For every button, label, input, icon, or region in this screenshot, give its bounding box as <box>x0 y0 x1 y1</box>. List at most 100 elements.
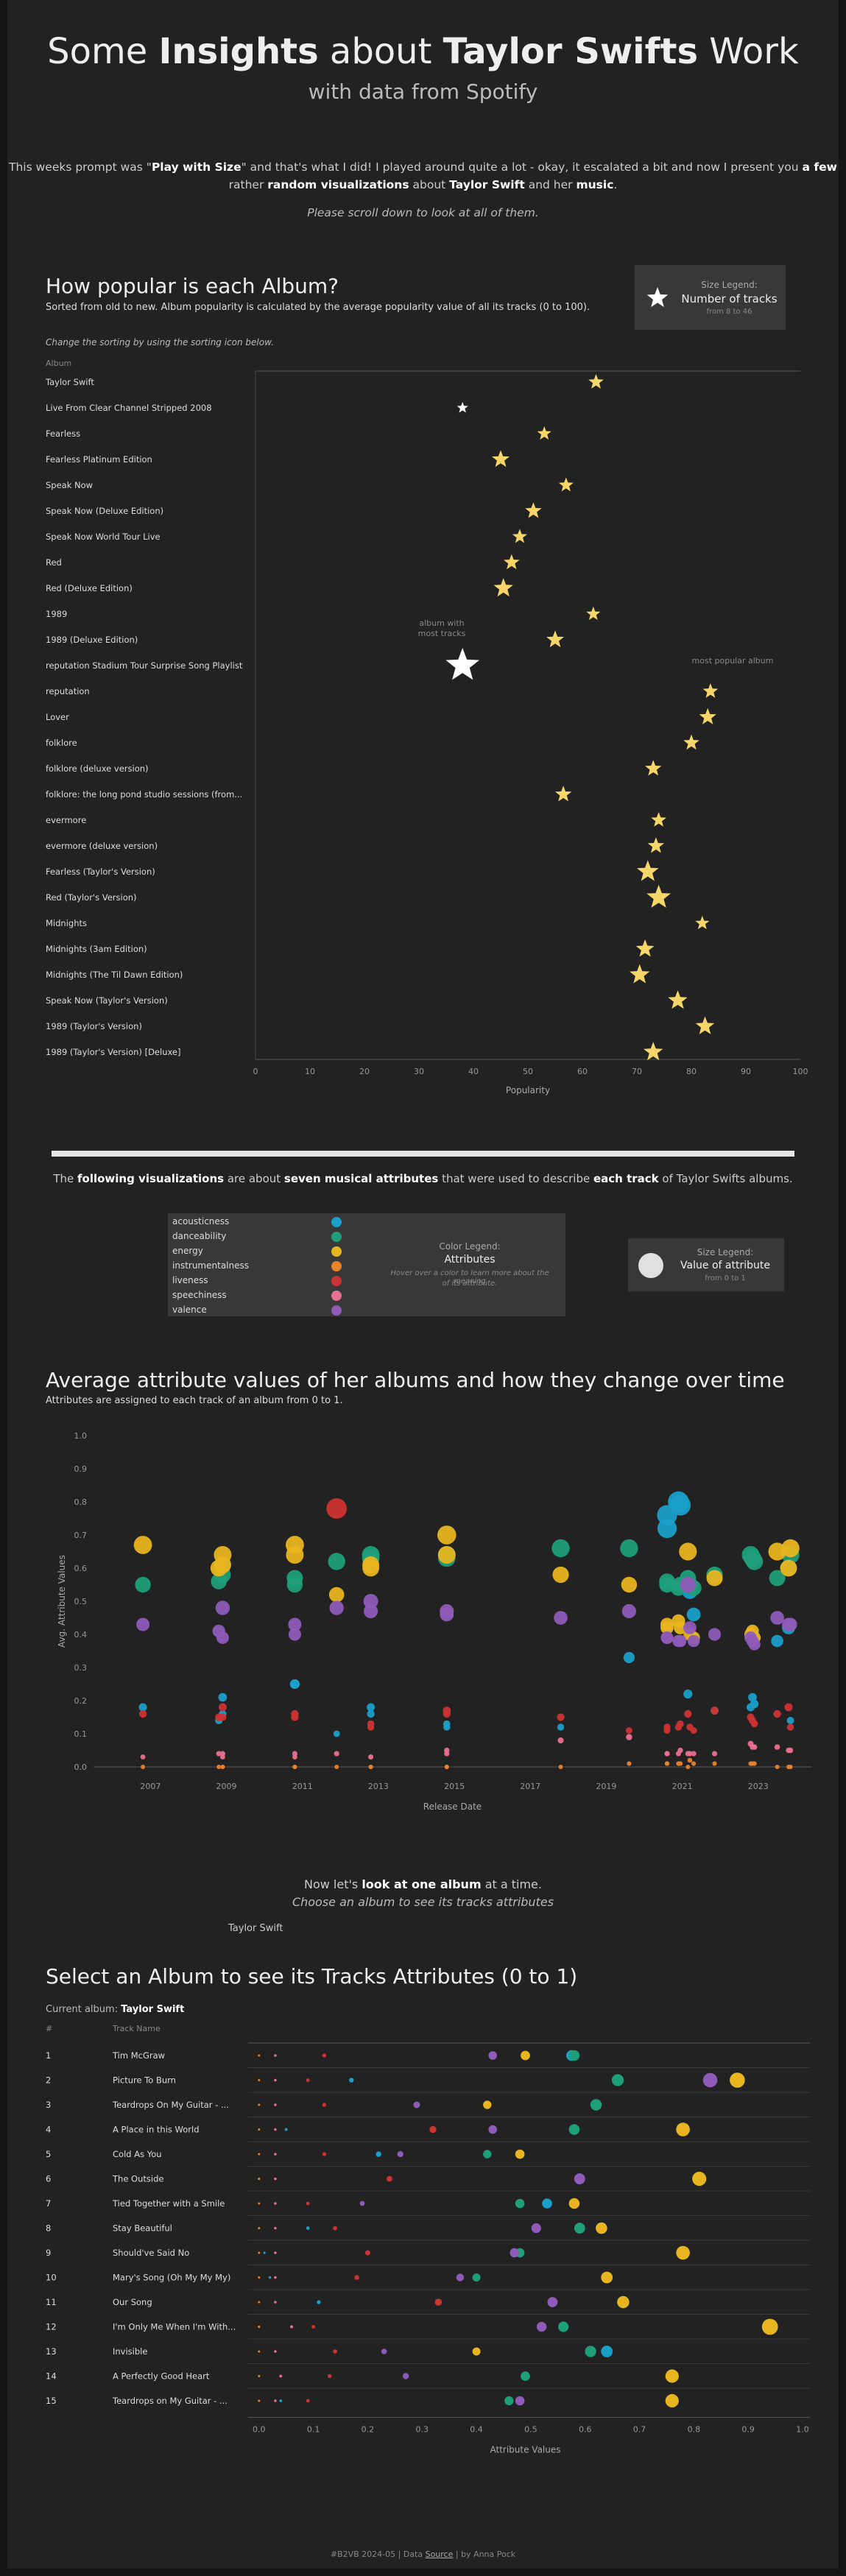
track-9-energy <box>676 2245 690 2260</box>
legend-dot-acousticness[interactable] <box>331 1217 342 1227</box>
y-tick-0.4: 0.4 <box>74 1630 88 1640</box>
legend-item-danceability[interactable]: danceability <box>172 1231 227 1241</box>
point-valence-5 <box>288 1628 301 1641</box>
y-tick-1.0: 1.0 <box>74 1431 88 1441</box>
section-divider <box>52 1151 794 1157</box>
track-3-energy <box>483 2100 492 2109</box>
track-number-8: 8 <box>46 2223 51 2234</box>
point-valence-10 <box>440 1603 454 1619</box>
x-tick-1.0: 1.0 <box>796 2425 809 2435</box>
point-instrumentalness-19 <box>691 1761 697 1766</box>
point-energy-8 <box>362 1559 379 1577</box>
attributes-intro: The following visualizations are about s… <box>53 1172 793 1185</box>
point-liveness-12 <box>625 1727 632 1734</box>
legend-item-valence[interactable]: valence <box>172 1305 207 1315</box>
x-tick-2009: 2009 <box>216 1782 237 1791</box>
legend-item-liveness[interactable]: liveness <box>172 1275 208 1285</box>
track-name-10: Mary's Song (Oh My My My) <box>113 2273 230 2283</box>
track-8-instrumentalness <box>258 2227 261 2229</box>
color-legend-hint-1: Hover over a color to learn more about t… <box>390 1269 549 1285</box>
album-star-lover <box>699 707 716 724</box>
legend-item-instrumentalness[interactable]: instrumentalness <box>172 1260 249 1271</box>
track-13-acousticness <box>601 2346 613 2357</box>
legend-item-acousticness[interactable]: acousticness <box>172 1216 230 1227</box>
track-1-energy <box>521 2050 530 2061</box>
scroll-hint: Please scroll down to look at all of the… <box>307 206 539 219</box>
track-13-liveness <box>333 2349 337 2354</box>
track-15-acousticness <box>279 2399 283 2402</box>
track-4-acousticness <box>284 2128 288 2131</box>
x-tick-20: 20 <box>359 1067 370 1076</box>
point-liveness-11 <box>557 1713 565 1721</box>
track-2-instrumentalness <box>258 2079 261 2081</box>
x-tick-2015: 2015 <box>444 1782 465 1791</box>
track-5-energy <box>515 2149 525 2159</box>
point-energy-12 <box>621 1576 638 1593</box>
album-label-speak-now: Speak Now <box>46 480 93 490</box>
attributes-over-time-chart: 0.0 0.1 0.2 0.3 0.4 0.5 0.6 0.7 0.8 0.9 1.0 2007 200… <box>57 1431 811 1812</box>
album-selector[interactable]: Taylor Swift <box>228 1923 283 1934</box>
point-liveness-25 <box>784 1703 793 1712</box>
x-tick-2021: 2021 <box>672 1782 693 1791</box>
x-tick-0.8: 0.8 <box>688 2425 701 2435</box>
legend-dot-energy[interactable] <box>331 1246 342 1257</box>
track-10-acousticness <box>268 2276 272 2279</box>
point-energy-20 <box>706 1570 723 1587</box>
legend-dot-valence[interactable] <box>331 1305 342 1316</box>
point-energy-10 <box>437 1546 456 1564</box>
color-legend-main: Attributes <box>444 1254 496 1266</box>
track-3-instrumentalness <box>258 2103 261 2106</box>
point-danceability-24 <box>769 1570 786 1587</box>
album-label-fearless-platinum-edition: Fearless Platinum Edition <box>46 454 152 465</box>
point-speechiness-12 <box>626 1734 632 1740</box>
track-7-speechiness <box>274 2202 277 2205</box>
album-label-midnights-the-til-dawn-edition: Midnights (The Til Dawn Edition) <box>46 970 183 980</box>
legend-dot-danceability[interactable] <box>331 1232 342 1242</box>
album-label-reputation: reputation <box>46 686 90 696</box>
track-name-5: Cold As You <box>113 2149 162 2159</box>
x-tick-0.6: 0.6 <box>579 2425 592 2435</box>
legend-item-energy[interactable]: energy <box>172 1246 203 1256</box>
y-tick-0.3: 0.3 <box>74 1663 88 1673</box>
legend-item-speechiness[interactable]: speechiness <box>172 1290 227 1300</box>
point-speechiness-11 <box>557 1737 564 1744</box>
current-album-value: Taylor Swift <box>121 2004 185 2015</box>
album-star-red-taylor-s-version <box>646 884 671 908</box>
album-label-1989: 1989 <box>46 609 67 619</box>
source-link[interactable]: Source <box>425 2549 454 2559</box>
album-star-1989-deluxe-edition <box>546 630 565 648</box>
x-tick-2017: 2017 <box>520 1782 540 1791</box>
point-energy-5 <box>286 1546 304 1564</box>
track-13-valence <box>381 2349 387 2354</box>
y-tick-0.6: 0.6 <box>74 1564 88 1573</box>
track-5-danceability <box>483 2150 492 2159</box>
track-12-speechiness <box>290 2325 294 2329</box>
point-acousticness-7 <box>367 1709 375 1718</box>
point-liveness-19 <box>690 1727 697 1734</box>
track-8-acousticness <box>306 2226 310 2230</box>
point-energy-11 <box>552 1566 569 1584</box>
point-danceability-6 <box>328 1553 345 1570</box>
legend-dot-liveness[interactable] <box>331 1276 342 1286</box>
x-tick-30: 30 <box>414 1067 424 1076</box>
current-album-label: Current album: Taylor Swift <box>46 2004 185 2015</box>
track-6-valence <box>574 2173 585 2184</box>
track-name-12: I'm Only Me When I'm With... <box>113 2322 236 2332</box>
size-legend-title: Size Legend: <box>701 280 758 290</box>
album-label-1989-deluxe-edition: 1989 (Deluxe Edition) <box>46 635 138 645</box>
legend-dot-speechiness[interactable] <box>331 1291 342 1301</box>
point-liveness-3 <box>215 1713 223 1721</box>
point-instrumentalness-8 <box>368 1765 373 1769</box>
album-star-reputation-stadium-tour-surprise-song-pl <box>445 648 480 680</box>
point-instrumentalness-23 <box>752 1761 757 1766</box>
point-danceability-12 <box>620 1539 638 1558</box>
point-liveness-23 <box>750 1720 758 1728</box>
legend-dot-instrumentalness[interactable] <box>331 1261 342 1271</box>
point-instrumentalness-6 <box>334 1765 339 1769</box>
album-star-folklore-deluxe-version <box>644 760 662 776</box>
x-axis-title: Attribute Values <box>490 2445 560 2455</box>
y-tick-0.0: 0.0 <box>74 1762 88 1772</box>
x-tick-100: 100 <box>793 1067 808 1076</box>
point-speechiness-3 <box>216 1751 222 1757</box>
intro-text: This weeks prompt was "Play with Size" a… <box>9 160 837 191</box>
